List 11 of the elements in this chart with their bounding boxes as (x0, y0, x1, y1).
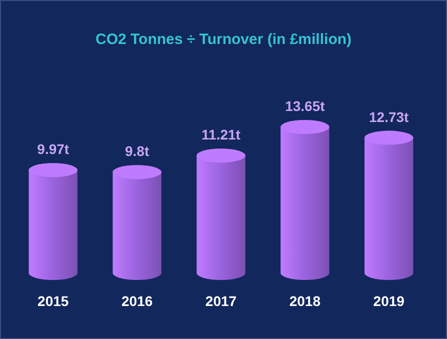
x-tick-label: 2017 (205, 293, 237, 309)
x-tick-label: 2018 (289, 293, 321, 309)
x-tick-label: 2015 (38, 293, 69, 309)
chart-title: CO2 Tonnes ÷ Turnover (in £million) (95, 31, 352, 48)
data-label: 9.8t (125, 143, 150, 160)
data-label: 13.65t (285, 98, 326, 114)
x-tick-label: 2016 (121, 293, 153, 309)
data-label: 11.21t (202, 126, 241, 143)
data-label: 12.73t (369, 108, 410, 125)
data-label: 9.97t (37, 141, 70, 158)
x-tick-label: 2019 (373, 293, 405, 309)
